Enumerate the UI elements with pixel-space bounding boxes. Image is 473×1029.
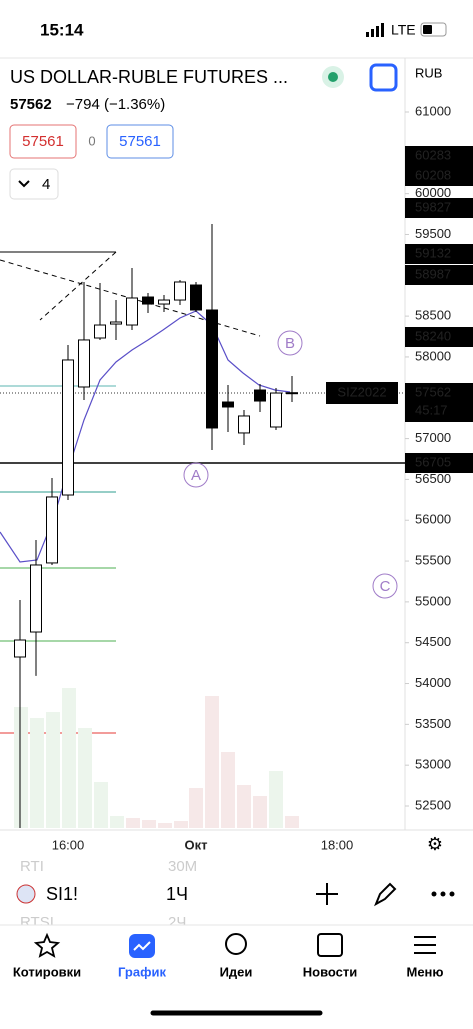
y-tick-label: 59500 xyxy=(415,226,451,241)
spread: 0 xyxy=(88,133,95,148)
annotation: B xyxy=(285,335,295,352)
bid[interactable]: 57561 xyxy=(22,133,64,150)
y-tick-label: 55500 xyxy=(415,552,451,567)
candle-body xyxy=(158,299,170,305)
candle-body xyxy=(46,496,58,564)
price-tag xyxy=(405,453,473,473)
fullscreen[interactable] xyxy=(369,63,398,92)
countdown: 45:17 xyxy=(415,402,448,417)
countdown-bg xyxy=(405,402,473,422)
annotation: A xyxy=(191,467,201,484)
change: −794 (−1.36%) xyxy=(66,96,165,113)
nav-item[interactable]: Новости xyxy=(303,964,358,979)
candle-body xyxy=(110,321,122,325)
indicators-toggle[interactable] xyxy=(9,168,59,200)
annotation-circle xyxy=(183,462,209,488)
y-tick-label: 56500 xyxy=(415,471,451,486)
annotation: C xyxy=(380,578,391,595)
price-tag-label: 57562 xyxy=(415,384,451,399)
y-tick-label: 52500 xyxy=(415,797,451,812)
time: 15:14 xyxy=(40,20,84,39)
price-tag-label: 58240 xyxy=(415,328,451,343)
sell-button[interactable] xyxy=(9,124,77,159)
indicators-count[interactable]: 4 xyxy=(42,176,50,193)
chart xyxy=(0,224,405,828)
y-tick-label: 54500 xyxy=(415,634,451,649)
price-tag-label: 59827 xyxy=(415,199,451,214)
battery xyxy=(420,22,447,37)
ghost: 30M xyxy=(168,858,197,875)
price-tag xyxy=(405,244,473,264)
candle-body xyxy=(254,389,266,402)
candle-body xyxy=(222,401,234,408)
x-tick-label: 18:00 xyxy=(321,837,354,852)
candle-body xyxy=(14,639,26,658)
y-tick-label: 55000 xyxy=(415,593,451,608)
price: 57562 xyxy=(10,96,52,113)
symbol-tag-bg xyxy=(326,382,398,404)
nav-item[interactable]: Котировки xyxy=(13,964,81,979)
candle-body xyxy=(30,564,42,633)
candle-body xyxy=(270,392,282,428)
network: LTE xyxy=(391,22,416,38)
symbol-tag: SIZ2022 xyxy=(337,384,386,399)
draw[interactable] xyxy=(374,882,397,907)
price-tag xyxy=(405,166,473,186)
price-tag-label: 58987 xyxy=(415,266,451,281)
price-tag-label: 60208 xyxy=(415,167,451,182)
ghost: RTI xyxy=(20,858,44,875)
annotation-circle xyxy=(372,573,398,599)
y-tick-label: 53500 xyxy=(415,716,451,731)
ask[interactable]: 57561 xyxy=(119,133,161,150)
candle-body xyxy=(206,309,218,429)
currency[interactable]: RUB xyxy=(415,65,442,80)
candle-body xyxy=(94,324,106,339)
price-tag-label: 60283 xyxy=(415,147,451,162)
symbol-title[interactable]: US DOLLAR-RUBLE FUTURES ... xyxy=(10,67,288,87)
y-tick-label: 58000 xyxy=(415,348,451,363)
y-tick-label: 57000 xyxy=(415,430,451,445)
signal xyxy=(366,23,384,37)
nav-item[interactable]: Идеи xyxy=(220,964,253,979)
y-tick-label: 60000 xyxy=(415,185,451,200)
candle-body xyxy=(126,297,138,326)
y-tick-label: 58500 xyxy=(415,308,451,323)
candle-body xyxy=(190,284,202,311)
add[interactable] xyxy=(316,883,338,905)
price-tag xyxy=(405,265,473,285)
settings[interactable]: ⚙ xyxy=(427,834,443,854)
price-tag xyxy=(405,383,473,403)
candle-body xyxy=(238,415,250,434)
y-tick-label: 53000 xyxy=(415,757,451,772)
nav-item[interactable]: График xyxy=(118,964,166,979)
buy-button[interactable] xyxy=(106,124,174,159)
candle-body xyxy=(62,359,74,496)
symbol[interactable]: SI1! xyxy=(46,884,78,904)
y-tick-label: 56000 xyxy=(415,512,451,527)
candle-body xyxy=(286,392,298,395)
price-tag xyxy=(405,198,473,218)
price-tag-label: 56705 xyxy=(415,454,451,469)
nav-item[interactable]: Меню xyxy=(406,964,443,979)
candle-body xyxy=(78,339,90,388)
x-tick-label: 16:00 xyxy=(52,837,85,852)
y-tick-label: 54000 xyxy=(415,675,451,690)
price-tag xyxy=(405,146,473,166)
price-tag-label: 59132 xyxy=(415,245,451,260)
x-tick-label: Окт xyxy=(185,837,208,852)
more[interactable] xyxy=(431,891,455,897)
y-tick-label: 61000 xyxy=(415,103,451,118)
annotation-circle xyxy=(277,330,303,356)
interval[interactable]: 1Ч xyxy=(166,884,188,904)
price-tag xyxy=(405,327,473,347)
candle-body xyxy=(174,281,186,301)
candle-body xyxy=(142,296,154,305)
